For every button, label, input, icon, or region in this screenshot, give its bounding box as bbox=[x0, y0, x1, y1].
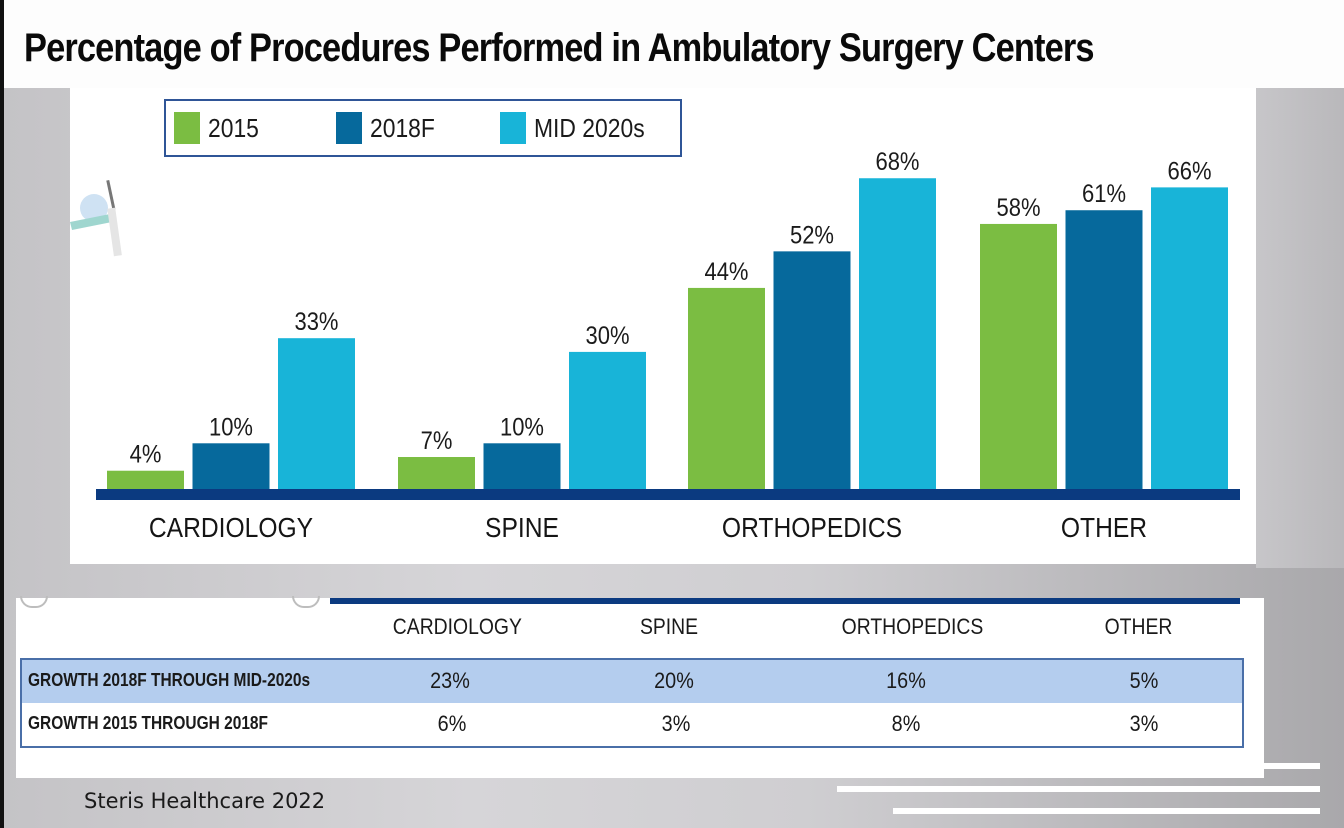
data-label: 30% bbox=[585, 322, 629, 350]
table-cell: 3% bbox=[1129, 711, 1159, 736]
legend-item-2018f: 2018F bbox=[335, 112, 444, 144]
table-cell: 5% bbox=[1129, 668, 1159, 693]
bar-cardiology-2018f bbox=[192, 443, 270, 489]
data-label: 4% bbox=[130, 440, 162, 468]
data-label: 68% bbox=[875, 148, 919, 176]
legend-item-2015: 2015 bbox=[174, 112, 266, 144]
growth-table: GROWTH 2018F THROUGH MID-2020s 23% 20% 1… bbox=[20, 658, 1244, 748]
title-band: Percentage of Procedures Performed in Am… bbox=[4, 0, 1344, 88]
row-label: GROWTH 2015 THROUGH 2018F bbox=[28, 713, 268, 733]
row-label: GROWTH 2018F THROUGH MID-2020s bbox=[28, 670, 311, 690]
decorative-line bbox=[837, 786, 1320, 792]
legend-swatch-2015 bbox=[174, 112, 200, 144]
data-label: 44% bbox=[704, 258, 748, 286]
side-panel bbox=[1256, 88, 1344, 568]
legend-label: 2015 bbox=[208, 112, 259, 143]
category-label-cardiology: CARDIOLOGY bbox=[149, 512, 313, 544]
data-label: 52% bbox=[790, 221, 834, 249]
bar-cardiology-mid-2020s bbox=[278, 338, 355, 489]
window-edge bbox=[0, 0, 4, 828]
table-cell: 20% bbox=[654, 668, 694, 693]
table-header-cardiology: CARDIOLOGY bbox=[392, 614, 522, 639]
table-cell: 8% bbox=[891, 711, 921, 736]
data-label: 7% bbox=[421, 427, 453, 455]
data-label: 58% bbox=[996, 194, 1040, 222]
bar-spine-2018f bbox=[483, 443, 561, 489]
decorative-line bbox=[1264, 763, 1320, 769]
category-label-other: OTHER bbox=[1061, 512, 1147, 544]
legend-item-mid-2020s: MID 2020s bbox=[499, 112, 660, 144]
table-cell: 23% bbox=[430, 668, 470, 693]
table-cell: 3% bbox=[661, 711, 691, 736]
chart-legend: 2015 2018F MID 2020s bbox=[164, 99, 682, 157]
category-label-spine: SPINE bbox=[485, 512, 559, 544]
table-header-orthopedics: ORTHOPEDICS bbox=[841, 614, 984, 639]
legend-label: 2018F bbox=[369, 112, 435, 143]
bar-other-mid-2020s bbox=[1151, 187, 1228, 489]
bar-spine-2015 bbox=[398, 457, 475, 489]
bar-other-2018f bbox=[1065, 210, 1143, 490]
bar-orthopedics-2015 bbox=[688, 287, 765, 489]
data-label: 66% bbox=[1167, 157, 1211, 185]
data-label: 10% bbox=[500, 413, 544, 441]
table-header-spine: SPINE bbox=[639, 614, 699, 639]
surgery-illustration-icon bbox=[70, 179, 122, 257]
bar-spine-mid-2020s bbox=[569, 351, 646, 489]
table-cell: 16% bbox=[886, 668, 926, 693]
legend-swatch-mid-2020s bbox=[499, 112, 526, 144]
legend-swatch-2018f bbox=[335, 112, 362, 144]
bar-orthopedics-2018f bbox=[773, 251, 851, 489]
data-label: 61% bbox=[1082, 180, 1126, 208]
table-cell: 6% bbox=[437, 711, 467, 736]
bar-other-2015 bbox=[980, 223, 1057, 489]
chart-title: Percentage of Procedures Performed in Am… bbox=[24, 26, 1095, 70]
data-label: 10% bbox=[209, 413, 253, 441]
table-row: GROWTH 2015 THROUGH 2018F 6% 3% 8% 3% bbox=[22, 703, 1242, 746]
bar-cardiology-2015 bbox=[107, 470, 184, 489]
bar-orthopedics-mid-2020s bbox=[859, 178, 936, 490]
legend-label: MID 2020s bbox=[533, 112, 645, 143]
data-label: 33% bbox=[294, 308, 338, 336]
bar-chart: 4% 10% 33% CARDIOLOGY 7% 10% 30% SPINE 44% 52% 68%… bbox=[96, 148, 1240, 544]
source-footer: Steris Healthcare 2022 bbox=[84, 789, 326, 813]
table-top-rule bbox=[330, 598, 1240, 604]
x-axis-line bbox=[96, 489, 1240, 500]
decorative-line bbox=[893, 808, 1320, 814]
table-row: GROWTH 2018F THROUGH MID-2020s 23% 20% 1… bbox=[22, 660, 1242, 703]
table-header-other: OTHER bbox=[1104, 614, 1173, 639]
category-label-orthopedics: ORTHOPEDICS bbox=[722, 512, 902, 544]
